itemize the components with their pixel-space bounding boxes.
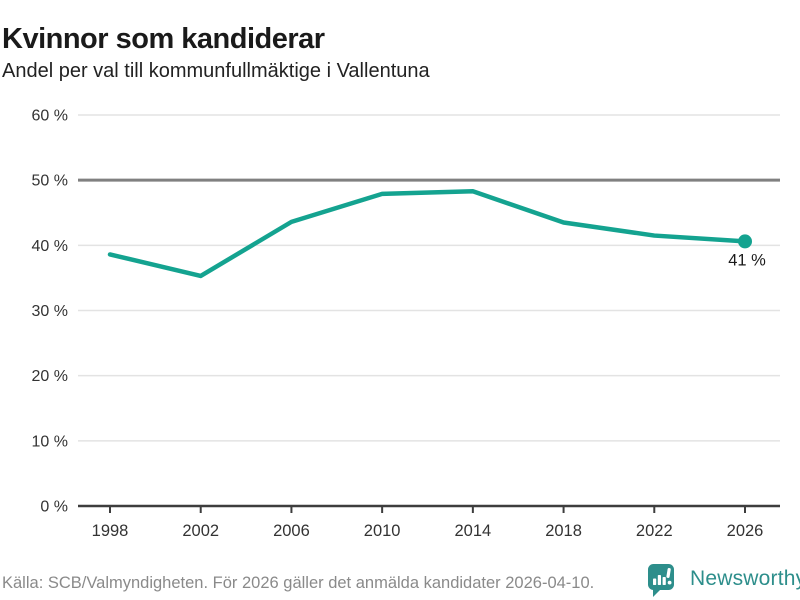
newsworthy-logo-icon [648,564,674,597]
chart-subtitle: Andel per val till kommunfullmäktige i V… [2,60,430,82]
footer: Källa: SCB/Valmyndigheten. För 2026 gäll… [0,560,800,600]
x-tick-label: 2022 [636,522,673,540]
y-tick-label: 60 % [32,108,68,125]
end-point-label: 41 % [728,251,766,269]
y-tick-label: 40 % [32,238,68,255]
y-tick-label: 50 % [32,173,68,190]
source-note: Källa: SCB/Valmyndigheten. För 2026 gäll… [2,574,595,592]
line-chart: 0 % 10 % 20 % 30 % 40 % 50 % 60 % 1998 2002 2006 2… [32,108,780,540]
x-tick-label: 2010 [364,522,401,540]
x-tick-label: 2002 [182,522,219,540]
x-tick-label: 1998 [92,522,129,540]
y-tick-label: 30 % [32,303,68,320]
x-tick-label: 2006 [273,522,310,540]
x-tick-label: 2026 [727,522,764,540]
end-point-dot [738,234,752,249]
x-tick-label: 2018 [545,522,582,540]
y-tick-label: 0 % [40,499,68,516]
x-tick-label: 2014 [454,522,491,540]
data-line [107,188,748,279]
y-tick-label: 10 % [32,433,68,450]
brand-name: Newsworthy [690,567,800,590]
chart-title: Kvinnor som kandiderar [2,23,325,56]
y-tick-label: 20 % [32,368,68,385]
